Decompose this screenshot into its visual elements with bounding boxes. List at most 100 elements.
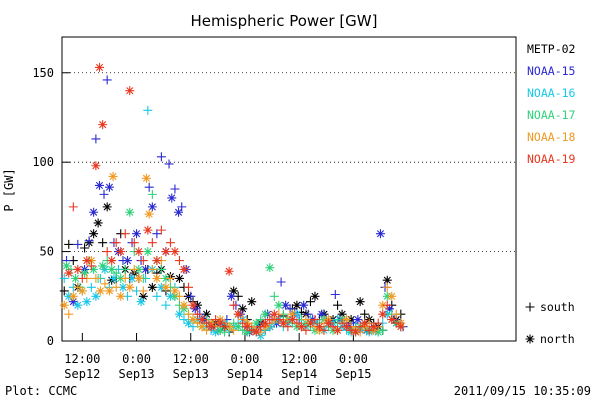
north-point <box>141 173 151 183</box>
legend-entry-noaa-18: NOAA-18 <box>527 130 576 144</box>
north-point <box>287 309 297 319</box>
x-tick-sublabel: Sep14 <box>227 367 263 381</box>
north-point <box>170 291 180 301</box>
plot-frame <box>61 36 517 342</box>
north-point <box>190 304 200 314</box>
north-point <box>161 282 171 292</box>
north-point <box>251 327 261 337</box>
north-point <box>100 264 110 274</box>
south-point <box>100 279 110 289</box>
south-point <box>64 309 74 319</box>
north-point <box>138 291 148 301</box>
x-tick-label: 0:00 <box>339 352 368 366</box>
south-point <box>102 75 112 85</box>
north-point <box>211 327 221 337</box>
plot-credit: Plot: CCMC <box>5 384 77 398</box>
south-marker-label: south <box>540 300 575 314</box>
south-point <box>391 318 401 328</box>
north-point <box>233 322 243 332</box>
north-point <box>373 327 383 337</box>
south-point <box>120 264 130 274</box>
north-point <box>382 275 392 285</box>
north-point <box>251 318 261 328</box>
south-point <box>310 315 320 325</box>
x-axis: 12:00Sep120:00Sep1312:00Sep130:00Sep1412… <box>64 333 371 381</box>
south-point <box>77 273 87 283</box>
legend-entry-noaa-16: NOAA-16 <box>527 86 576 100</box>
north-point <box>98 261 108 271</box>
x-tick-label: 12:00 <box>173 352 209 366</box>
north-point <box>108 171 118 181</box>
north-point <box>91 291 101 301</box>
north-point <box>147 282 157 292</box>
south-point <box>276 277 286 287</box>
south-point <box>91 134 101 144</box>
north-point <box>369 322 379 332</box>
south-point <box>156 225 166 235</box>
y-tick-label: 100 <box>32 155 54 169</box>
south-point <box>283 322 293 332</box>
north-point <box>292 300 302 310</box>
north-point <box>136 297 146 307</box>
south-point <box>378 325 388 335</box>
south-point <box>64 239 74 249</box>
plot-timestamp: 2011/09/15 10:35:09 <box>454 384 591 398</box>
north-point <box>93 218 103 228</box>
north-point <box>224 266 234 276</box>
south-point <box>129 238 139 248</box>
legend-entry-noaa-17: NOAA-17 <box>527 108 576 122</box>
north-point <box>233 309 243 319</box>
north-point <box>116 247 126 257</box>
south-point <box>360 309 370 319</box>
north-point <box>281 300 291 310</box>
north-point <box>292 309 302 319</box>
south-point <box>364 325 374 335</box>
north-point <box>125 282 135 292</box>
north-point <box>224 322 234 332</box>
y-grid <box>62 72 516 342</box>
y-tick-label: 50 <box>40 245 54 259</box>
chart-title: Hemispheric Power [GW] <box>191 12 378 30</box>
north-point <box>188 300 198 310</box>
north-point <box>134 247 144 257</box>
north-point <box>396 322 406 332</box>
north-point <box>378 300 388 310</box>
north-point <box>305 318 315 328</box>
north-point <box>265 263 275 273</box>
south-point <box>164 159 174 169</box>
north-point <box>382 309 392 319</box>
north-point <box>89 264 99 274</box>
north-point <box>94 62 104 72</box>
south-point <box>165 273 175 283</box>
north-point <box>174 309 184 319</box>
north-point <box>260 318 270 328</box>
south-point <box>59 286 69 296</box>
north-point <box>107 264 117 274</box>
north-point <box>342 315 352 325</box>
south-point <box>156 152 166 162</box>
north-point <box>73 300 83 310</box>
south-point <box>120 229 130 239</box>
north-point <box>242 322 252 332</box>
south-point <box>328 322 338 332</box>
north-point <box>324 318 334 328</box>
north-point <box>64 268 74 278</box>
south-point <box>229 325 239 335</box>
south-point <box>355 322 365 332</box>
series-legend: METP-02 NOAA-15 NOAA-16 NOAA-17 NOAA-18 NOAA-… <box>527 42 576 166</box>
north-point <box>375 229 385 239</box>
north-point <box>229 286 239 296</box>
north-point <box>71 273 81 283</box>
north-point <box>152 273 162 283</box>
south-point <box>84 236 94 246</box>
north-point <box>387 291 397 301</box>
north-point <box>278 318 288 328</box>
north-point <box>152 256 162 266</box>
north-point <box>287 315 297 325</box>
north-point <box>242 327 252 337</box>
south-point <box>73 282 83 292</box>
north-marker-symbol <box>525 334 535 344</box>
north-point <box>143 225 153 235</box>
north-point <box>144 209 154 219</box>
north-point <box>64 291 74 301</box>
